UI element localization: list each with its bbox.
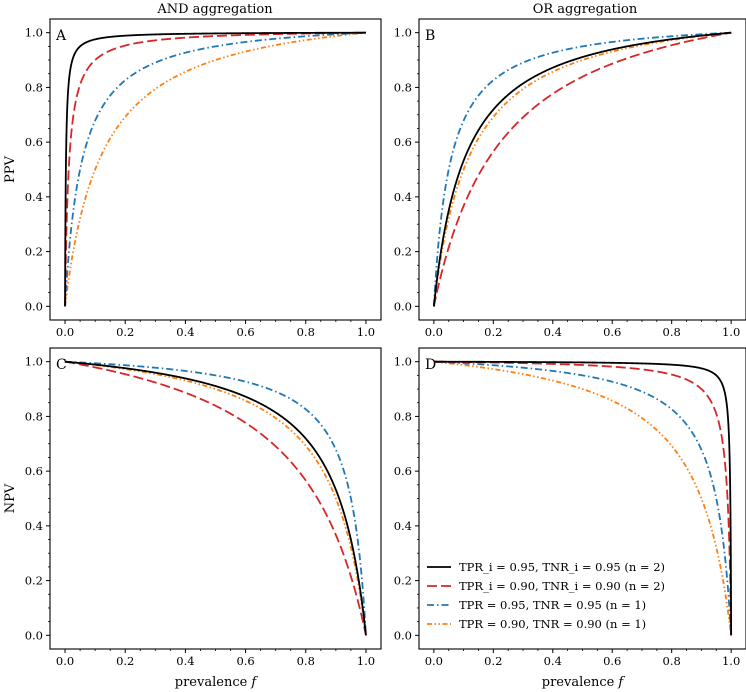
y-tick-label: 0.4 [394, 519, 412, 533]
x-axis-label: prevalence f [542, 675, 626, 690]
series-line-4 [432, 31, 733, 308]
x-tick-label: 0.0 [425, 325, 443, 339]
y-tick-label: 0.6 [394, 464, 412, 478]
x-tick-label: 1.0 [722, 325, 740, 339]
y-tick-label: 0.0 [394, 299, 412, 313]
x-tick-label: 0.8 [297, 325, 315, 339]
y-tick-label: 0.4 [25, 190, 43, 204]
x-tick-label: 1.0 [357, 325, 375, 339]
plot-frame [49, 18, 382, 321]
series-line-4 [64, 360, 367, 637]
series-line-4 [432, 360, 733, 637]
series-line-1 [64, 31, 367, 307]
col-title-or: OR aggregation [533, 2, 638, 17]
x-tick-label: 0.2 [116, 325, 134, 339]
y-tick-label: 1.0 [25, 355, 43, 369]
y-tick-label: 0.6 [394, 135, 412, 149]
y-tick-label: 0.6 [25, 135, 43, 149]
x-tick-label: 0.2 [116, 654, 134, 668]
series-line-4 [64, 31, 367, 308]
y-tick-label: 0.0 [394, 628, 412, 642]
plot-frame [49, 347, 382, 650]
series-line-3 [432, 31, 733, 308]
x-tick-label: 1.0 [357, 654, 375, 668]
x-tick-label: 0.6 [236, 325, 254, 339]
panel-c: 0.0 0.2 0.4 0.6 0.8 1.0 0.0 0.2 0.4 0.6 0.8 1.0 NPV p… [3, 347, 382, 690]
y-tick-label: 0.2 [25, 574, 43, 588]
x-tick-label: 0.6 [236, 654, 254, 668]
x-axis-label: prevalence f [175, 675, 259, 690]
x-tick-label: 0.6 [603, 654, 621, 668]
x-tick-label: 0.4 [544, 654, 562, 668]
series-line-2 [64, 31, 367, 308]
series-line-2 [432, 31, 733, 308]
legend-label: TPR_i = 0.90, TNR_i = 0.90 (n = 2) [459, 579, 665, 593]
series-line-3 [64, 31, 367, 308]
col-title-and: AND aggregation [156, 2, 273, 17]
y-tick-label: 0.2 [25, 245, 43, 259]
legend-label: TPR = 0.90, TNR = 0.90 (n = 1) [459, 617, 646, 631]
panel-letter: B [425, 28, 435, 44]
panel-b: 0.0 0.2 0.4 0.6 0.8 1.0 0.0 0.2 0.4 0.6 0.8 1.0 B [394, 18, 746, 339]
y-tick-label: 0.4 [25, 519, 43, 533]
x-tick-label: 0.2 [484, 654, 502, 668]
x-tick-label: 0.4 [176, 654, 194, 668]
y-axis-label: NPV [3, 483, 18, 513]
x-tick-label: 0.2 [484, 325, 502, 339]
panel-a: 0.0 0.2 0.4 0.6 0.8 1.0 0.0 0.2 0.4 0.6 0.8 1.0 PPV A [3, 18, 382, 339]
x-tick-label: 0.4 [176, 325, 194, 339]
panel-letter: C [56, 357, 67, 373]
x-tick-label: 0.0 [425, 654, 443, 668]
panel-letter: A [55, 28, 67, 44]
x-tick-label: 0.8 [663, 325, 681, 339]
legend: TPR_i = 0.95, TNR_i = 0.95 (n = 2) TPR_i … [427, 560, 665, 631]
y-tick-label: 0.2 [394, 574, 412, 588]
panel-d: 0.0 0.2 0.4 0.6 0.8 1.0 0.0 0.2 0.4 0.6 0.8 1.0 prev… [394, 347, 746, 690]
x-tick-label: 0.8 [297, 654, 315, 668]
x-tick-label: 0.4 [544, 325, 562, 339]
x-tick-label: 0.0 [56, 654, 74, 668]
plot-frame [418, 18, 746, 321]
series-line-1 [432, 31, 733, 308]
legend-label: TPR = 0.95, TNR = 0.95 (n = 1) [459, 598, 646, 612]
y-tick-label: 0.8 [394, 409, 412, 423]
y-tick-label: 1.0 [394, 355, 412, 369]
y-tick-label: 0.4 [394, 190, 412, 204]
y-tick-label: 0.0 [25, 299, 43, 313]
y-tick-label: 0.8 [394, 80, 412, 94]
series-line-2 [64, 360, 367, 637]
series-line-2 [432, 360, 733, 637]
y-tick-label: 0.2 [394, 245, 412, 259]
y-tick-label: 0.8 [25, 80, 43, 94]
series-line-3 [64, 360, 367, 637]
x-tick-label: 0.8 [663, 654, 681, 668]
y-tick-label: 0.8 [25, 409, 43, 423]
y-tick-label: 0.6 [25, 464, 43, 478]
series-line-1 [64, 360, 367, 637]
y-tick-label: 1.0 [25, 26, 43, 40]
y-tick-label: 0.0 [25, 628, 43, 642]
legend-label: TPR_i = 0.95, TNR_i = 0.95 (n = 2) [459, 560, 665, 574]
y-tick-label: 1.0 [394, 26, 412, 40]
series-line-3 [432, 360, 733, 637]
y-axis-label: PPV [3, 155, 18, 182]
panel-letter: D [425, 357, 436, 373]
x-tick-label: 0.0 [56, 325, 74, 339]
series-line-1 [432, 360, 733, 636]
x-tick-label: 1.0 [722, 654, 740, 668]
x-tick-label: 0.6 [603, 325, 621, 339]
